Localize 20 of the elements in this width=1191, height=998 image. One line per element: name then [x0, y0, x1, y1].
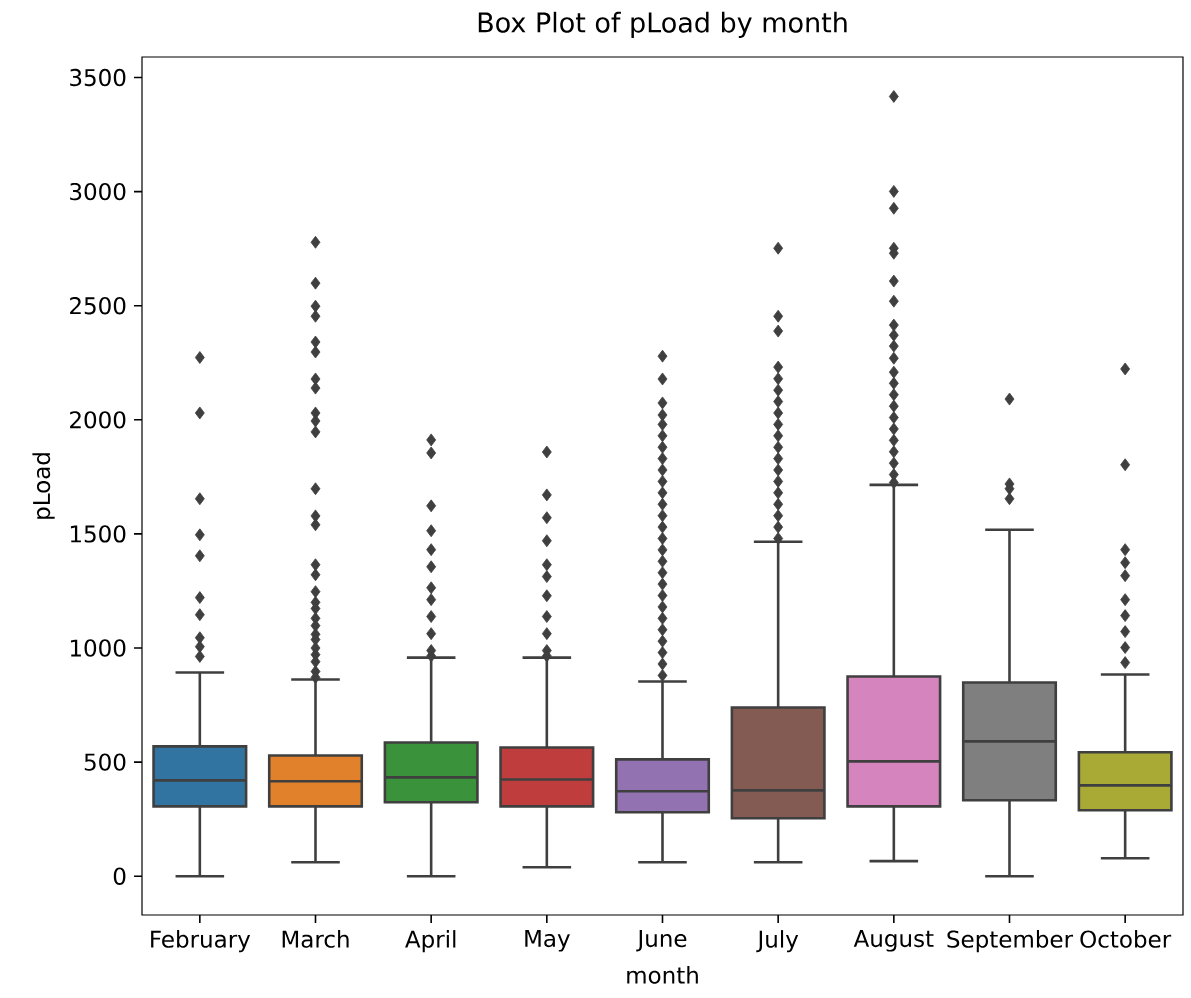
- x-tick-label: May: [525, 930, 570, 952]
- y-tick-label: 3000: [70, 182, 126, 201]
- x-tick-label: September: [947, 930, 1074, 953]
- y-tick-label: 0: [113, 867, 126, 885]
- y-tick-label: 3500: [70, 68, 126, 87]
- x-tick-label: October: [1080, 930, 1172, 948]
- y-tick-label: 2500: [70, 297, 126, 315]
- y-tick-label: 500: [84, 753, 126, 771]
- x-tick-label: April: [405, 930, 456, 953]
- x-tick-label: August: [853, 930, 934, 952]
- y-tick-label: 1500: [70, 525, 126, 543]
- x-tick-label: June: [636, 930, 687, 952]
- x-tick-label: March: [282, 930, 349, 948]
- y-tick-label: 1000: [70, 639, 126, 657]
- x-tick-label: February: [151, 930, 251, 953]
- y-axis-title: pLoad: [32, 453, 55, 519]
- chart-title: Box Plot of pLoad by month: [478, 11, 847, 38]
- x-tick-label: July: [756, 930, 799, 953]
- x-axis-title: month: [627, 966, 698, 984]
- y-tick-label: 2000: [70, 411, 126, 429]
